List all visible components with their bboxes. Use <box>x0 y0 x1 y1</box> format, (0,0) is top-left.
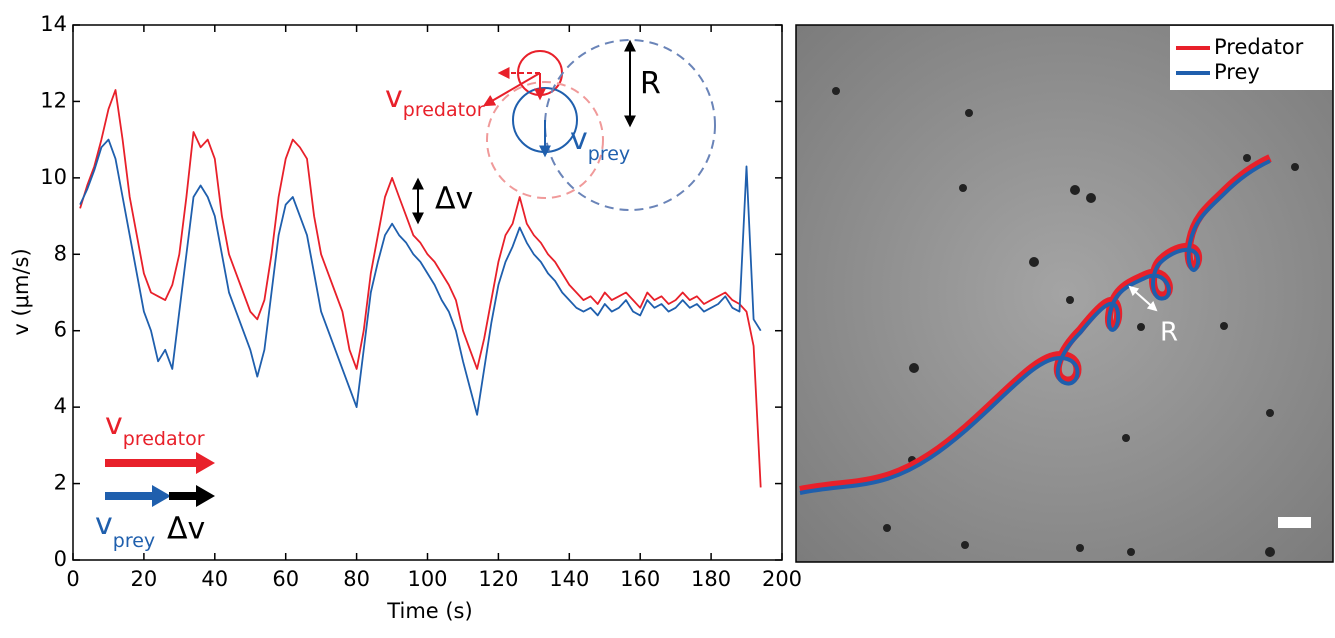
micrograph <box>795 24 1334 563</box>
legend-label: Predator <box>1214 35 1304 59</box>
arrow-head <box>152 485 171 507</box>
vector-legend <box>105 452 215 507</box>
series-line <box>79 138 762 416</box>
y-tick-label: 4 <box>54 394 67 418</box>
y-tick-label: 6 <box>54 318 67 342</box>
annotation: Δv <box>435 182 473 217</box>
arrow <box>1128 285 1158 312</box>
arrow <box>482 72 541 107</box>
annotation: vpredator <box>385 80 485 121</box>
y-tick-label: 2 <box>54 471 67 495</box>
y-tick-label: 14 <box>40 12 67 36</box>
y-tick-label: 8 <box>54 241 67 265</box>
annotation: vprey <box>570 122 630 165</box>
arrow-head <box>196 452 215 474</box>
prey-path-circle <box>544 39 716 211</box>
axes-frame <box>72 24 783 561</box>
annotation: vprey <box>95 507 155 552</box>
x-tick-label: 100 <box>407 567 447 591</box>
x-tick-label: 80 <box>343 567 370 591</box>
image-label: R <box>1160 318 1178 348</box>
legend-label: Prey <box>1214 60 1260 84</box>
x-tick-label: 0 <box>66 567 79 591</box>
particles <box>832 87 1299 557</box>
annotation: Δv <box>167 512 205 547</box>
legend-box <box>1170 26 1332 90</box>
series-line <box>79 89 762 488</box>
annotation: vpredator <box>105 407 205 450</box>
y-axis-label: v (μm/s) <box>9 248 33 335</box>
arrow-head <box>196 485 215 507</box>
x-tick-label: 200 <box>762 567 802 591</box>
predator-path-circle <box>486 81 604 199</box>
inset-schematic <box>412 39 716 225</box>
y-tick-label: 10 <box>40 165 67 189</box>
x-tick-label: 140 <box>549 567 589 591</box>
y-tick-label: 12 <box>40 88 67 112</box>
annotation: R <box>640 67 661 102</box>
prey-trajectory <box>799 159 1271 495</box>
x-tick-label: 20 <box>131 567 158 591</box>
x-tick-label: 160 <box>620 567 660 591</box>
y-tick-label: 0 <box>54 547 67 571</box>
x-tick-label: 180 <box>691 567 731 591</box>
scale-bar <box>1278 517 1311 528</box>
x-tick-label: 60 <box>272 567 299 591</box>
x-tick-label: 40 <box>201 567 228 591</box>
x-axis-label: Time (s) <box>386 599 472 623</box>
x-tick-label: 120 <box>478 567 518 591</box>
